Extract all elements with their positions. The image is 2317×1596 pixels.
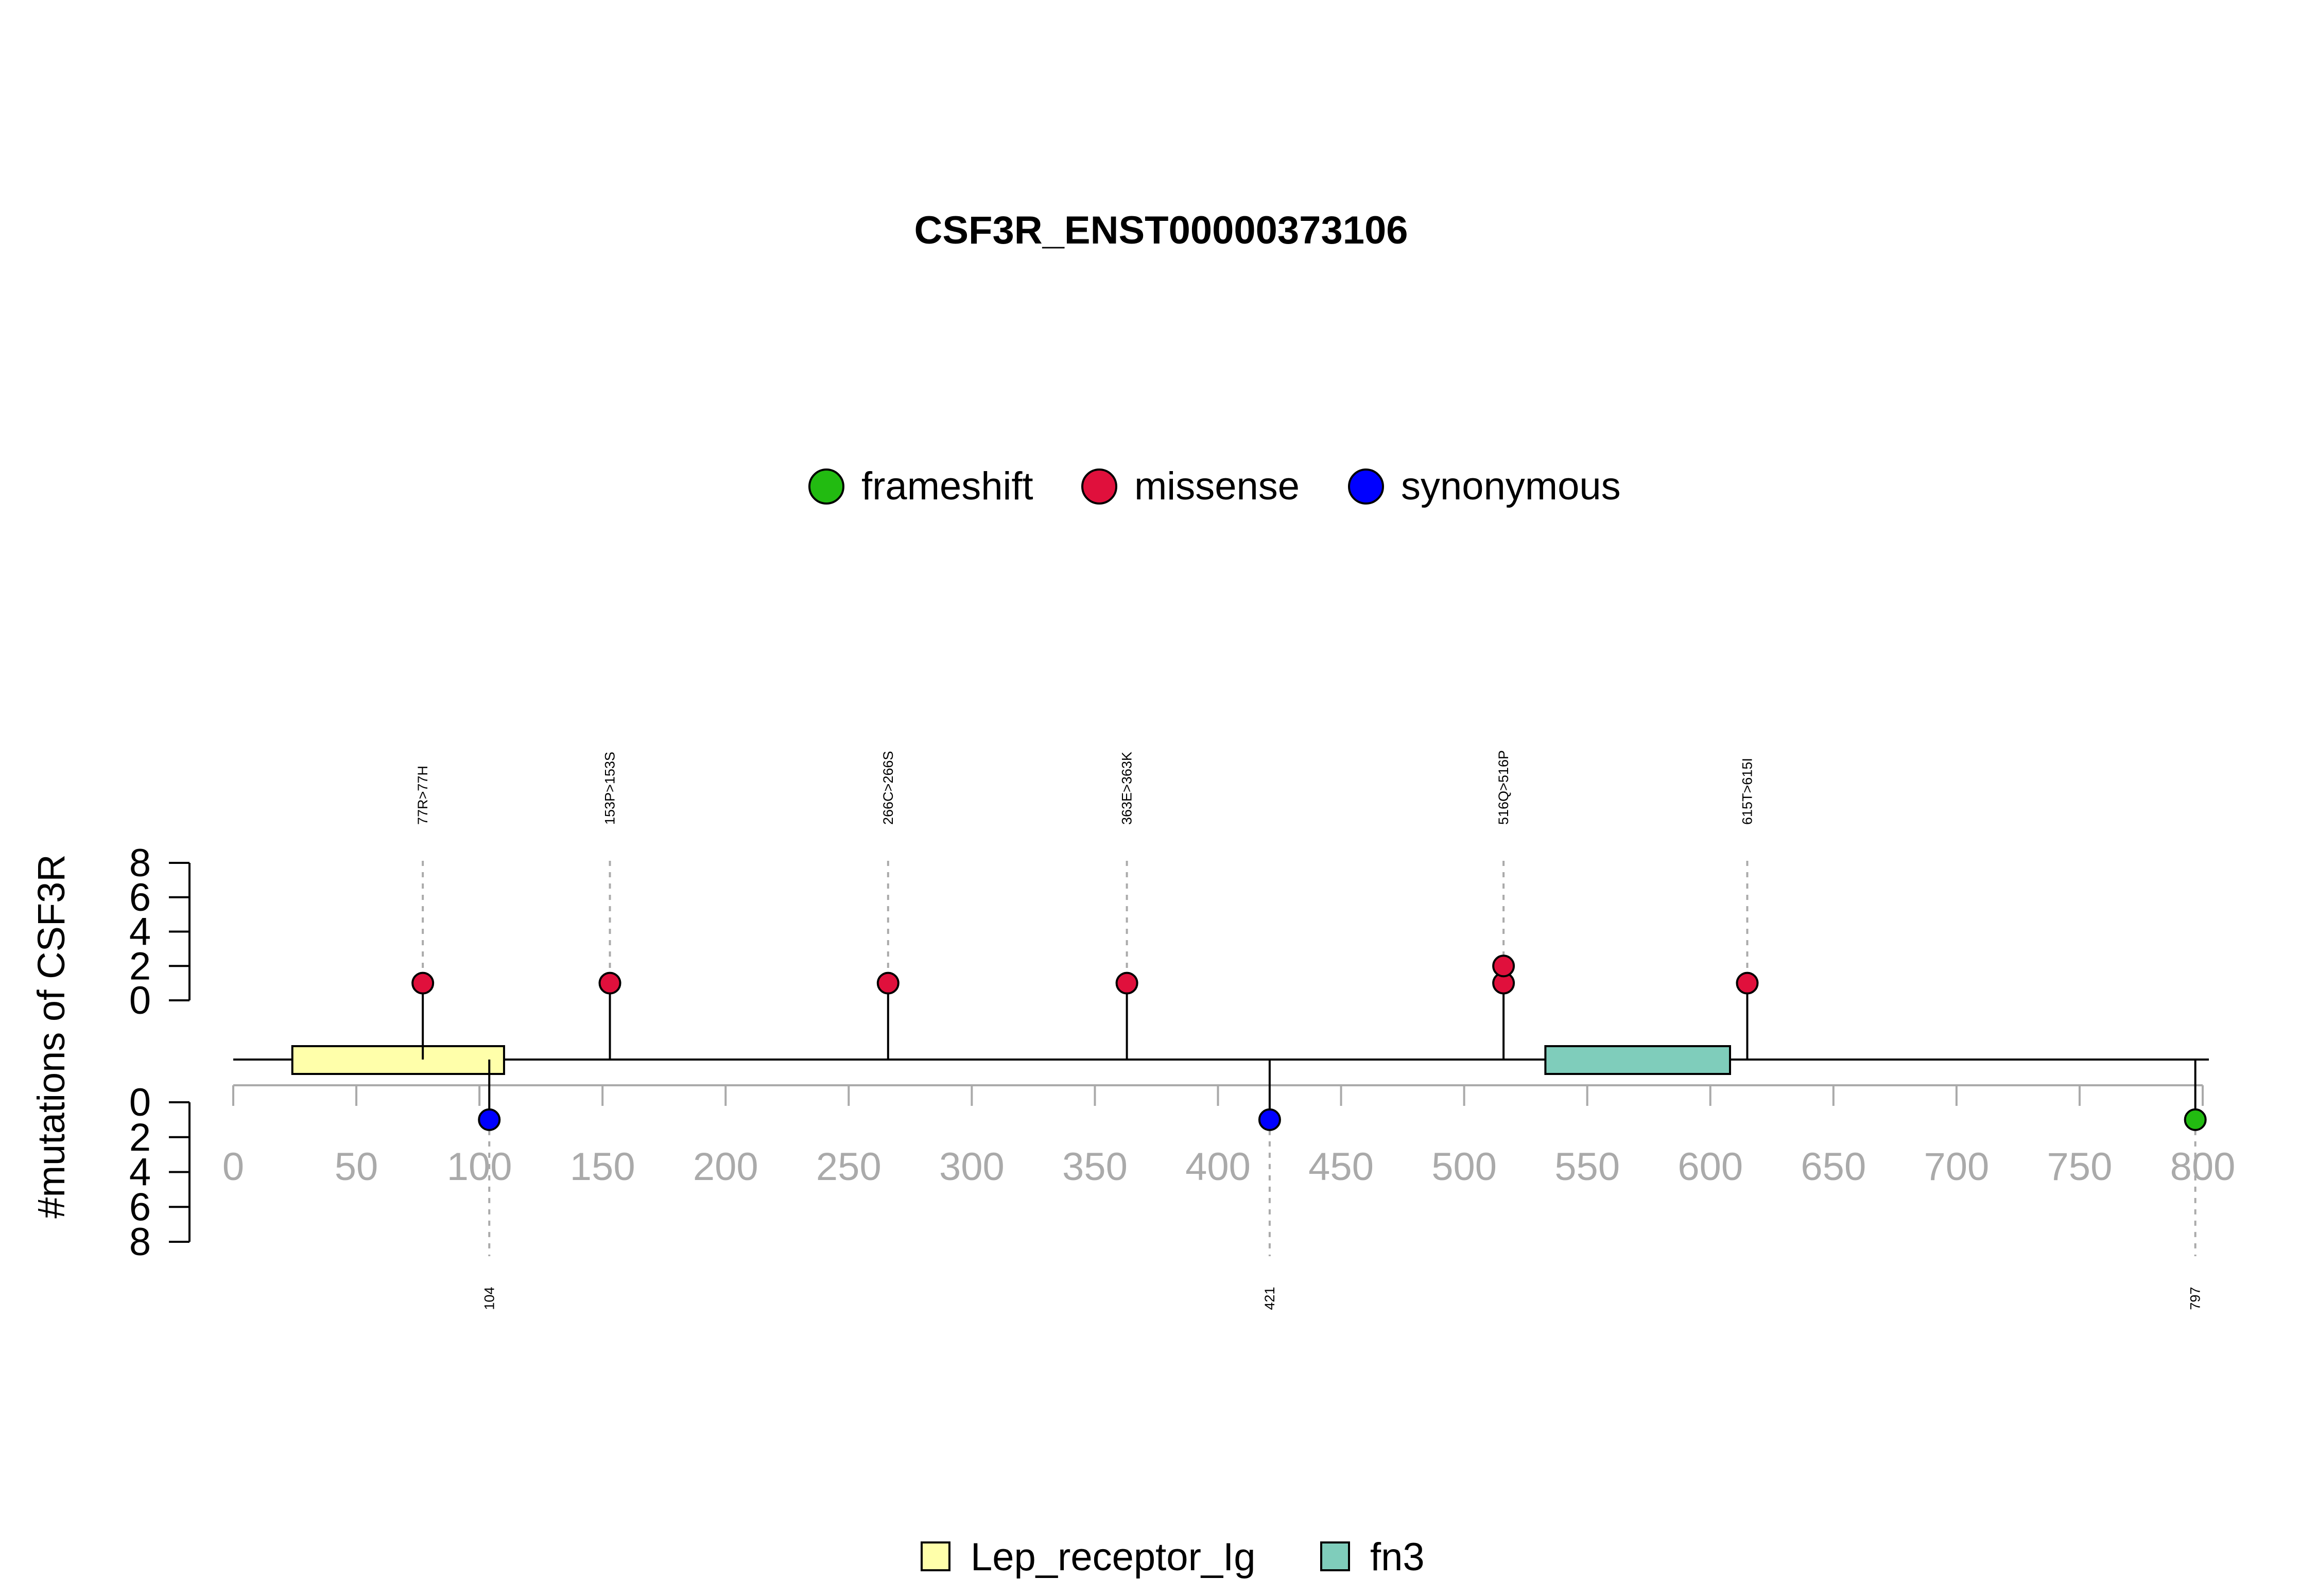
y-tick-label-top: 8 xyxy=(129,841,151,885)
x-tick-label: 600 xyxy=(1678,1145,1743,1189)
x-tick-label: 50 xyxy=(335,1145,378,1189)
mutation-dot-synonymous xyxy=(1258,1108,1281,1131)
mutation-dot-missense xyxy=(411,972,435,995)
y-axis-label: #mutations of CSF3R xyxy=(30,854,73,1218)
x-tick-label: 300 xyxy=(939,1145,1005,1189)
chart-title: CSF3R_ENST00000373106 xyxy=(914,209,1408,252)
mutation-label: 77R>77H xyxy=(415,766,430,825)
mutation-type-legend: frameshift missense synonymous xyxy=(808,464,1621,508)
mutation-dot-missense xyxy=(1736,972,1759,995)
x-tick-label: 0 xyxy=(222,1145,244,1189)
x-tick-label: 550 xyxy=(1554,1145,1620,1189)
x-tick-label: 200 xyxy=(693,1145,758,1189)
mutation-label: 153P>153S xyxy=(602,752,618,825)
x-tick-label: 800 xyxy=(2170,1145,2236,1189)
y-tick-label-bottom: 8 xyxy=(129,1220,151,1264)
y-tick-label-bottom: 0 xyxy=(129,1081,151,1124)
mutation-label: 104 xyxy=(481,1287,497,1310)
mutation-label: 516Q>516P xyxy=(1496,750,1511,825)
y-tick-label-bottom: 6 xyxy=(129,1185,151,1229)
mutation-label: 797 xyxy=(2188,1287,2203,1310)
y-tick-label-top: 6 xyxy=(129,876,151,920)
legend-label-missense: missense xyxy=(1134,464,1300,508)
x-tick-label: 400 xyxy=(1185,1145,1251,1189)
x-tick-label: 350 xyxy=(1062,1145,1128,1189)
x-tick-label: 150 xyxy=(570,1145,635,1189)
y-tick-label-top: 2 xyxy=(129,944,151,988)
x-tick-label: 650 xyxy=(1801,1145,1866,1189)
mutation-label: 363E>363K xyxy=(1119,752,1135,825)
mutations-bottom: 104 421 797 xyxy=(478,1060,2207,1310)
domain-legend: Lep_receptor_Ig fn3 xyxy=(921,1535,1425,1579)
legend-swatch-missense xyxy=(1081,469,1117,505)
mutation-dot-missense xyxy=(1492,955,1515,978)
mutation-label: 615T>615I xyxy=(1739,758,1755,825)
mutation-dot-frameshift xyxy=(2184,1108,2207,1131)
y-tick-label-top: 0 xyxy=(129,979,151,1022)
x-tick-label: 750 xyxy=(2047,1145,2113,1189)
domain-fn3 xyxy=(1544,1045,1731,1075)
x-tick-label: 250 xyxy=(816,1145,881,1189)
domain-legend-label: fn3 xyxy=(1370,1535,1425,1579)
legend-label-frameshift: frameshift xyxy=(861,464,1033,508)
mutation-label: 421 xyxy=(1262,1287,1277,1310)
legend-label-synonymous: synonymous xyxy=(1401,464,1621,508)
domain-legend-label: Lep_receptor_Ig xyxy=(971,1535,1256,1579)
domain-Lep_receptor_Ig xyxy=(291,1045,505,1075)
y-tick-label-top: 4 xyxy=(129,910,151,954)
protein-domains xyxy=(291,1045,1731,1075)
mutations-top: 77R>77H 153P>153S 266C>266S 363E>363K 516Q>5… xyxy=(411,750,1759,1060)
mutation-dot-missense xyxy=(876,972,900,995)
mutation-dot-missense xyxy=(598,972,621,995)
x-axis: 0 50 100 150 200 250 300 350 400 450 500 550 600 650 7… xyxy=(222,1084,2236,1189)
domain-legend-swatch xyxy=(921,1541,950,1571)
mutation-dot-synonymous xyxy=(478,1108,501,1131)
mutation-label: 266C>266S xyxy=(880,751,896,825)
y-tick-label-bottom: 2 xyxy=(129,1116,151,1159)
x-tick-label: 700 xyxy=(1924,1145,1989,1189)
x-tick-label: 500 xyxy=(1431,1145,1497,1189)
mutation-dot-missense xyxy=(1115,972,1138,995)
legend-swatch-synonymous xyxy=(1348,469,1384,505)
x-tick-label: 100 xyxy=(447,1145,512,1189)
x-tick-label: 450 xyxy=(1308,1145,1374,1189)
y-tick-label-bottom: 4 xyxy=(129,1151,151,1194)
domain-legend-swatch xyxy=(1320,1541,1350,1571)
legend-swatch-frameshift xyxy=(808,469,844,505)
